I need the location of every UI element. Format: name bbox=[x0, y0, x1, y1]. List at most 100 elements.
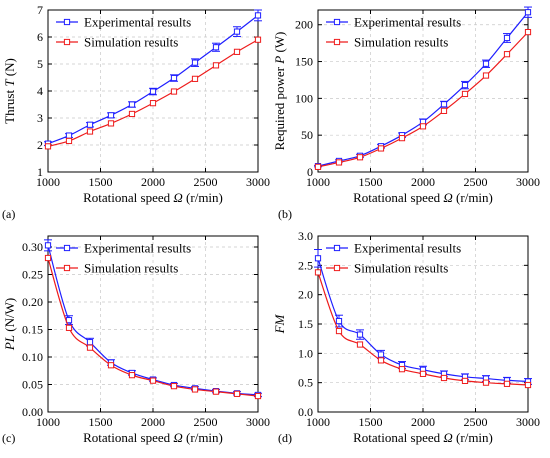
y-tick-label: 0.30 bbox=[22, 240, 43, 254]
data-point bbox=[461, 377, 469, 385]
x-tick-label: 1500 bbox=[359, 415, 383, 429]
data-point bbox=[86, 121, 94, 128]
x-tick-label: 1000 bbox=[306, 415, 330, 429]
legend-label: Simulation results bbox=[354, 35, 448, 50]
data-point bbox=[419, 123, 427, 130]
data-point bbox=[65, 137, 73, 145]
x-tick-label: 1000 bbox=[306, 175, 330, 189]
data-point bbox=[254, 392, 262, 400]
data-point bbox=[170, 88, 178, 95]
chart-panel-2: 1000 1500 2000 2500 3000 0.00 0.05 0.10 0.15 0.20… bbox=[2, 235, 270, 445]
data-point bbox=[482, 379, 490, 386]
x-tick-label: 1000 bbox=[36, 415, 60, 429]
data-point bbox=[128, 110, 136, 118]
y-tick-label: 7 bbox=[37, 3, 43, 17]
legend-marker bbox=[333, 38, 341, 46]
data-point bbox=[314, 163, 322, 170]
data-point bbox=[233, 48, 241, 55]
y-tick-label: 0.15 bbox=[22, 323, 43, 337]
data-point bbox=[356, 341, 364, 348]
data-point bbox=[86, 339, 94, 346]
x-tick-label: 1500 bbox=[89, 175, 113, 189]
data-point bbox=[254, 12, 262, 19]
y-tick-label: 0.20 bbox=[22, 295, 43, 309]
x-tick-label: 2000 bbox=[141, 415, 165, 429]
data-point bbox=[398, 366, 406, 373]
data-point bbox=[149, 377, 157, 384]
x-tick-label: 2500 bbox=[464, 415, 488, 429]
y-tick-label: 1.5 bbox=[298, 317, 313, 331]
data-point bbox=[107, 120, 115, 127]
data-point bbox=[191, 59, 199, 66]
data-point bbox=[44, 242, 52, 249]
chart-panel-1: 1000 1500 2000 2500 3000 0 50 100 150 200 Rotation… bbox=[272, 6, 540, 221]
x-tick-label: 2000 bbox=[411, 415, 435, 429]
legend-marker bbox=[63, 38, 71, 46]
data-point bbox=[398, 135, 406, 142]
x-tick-label: 3000 bbox=[246, 415, 270, 429]
y-tick-label: 0.00 bbox=[22, 405, 43, 419]
data-point bbox=[86, 128, 94, 135]
y-tick-label: 6 bbox=[37, 30, 43, 44]
legend-label: Simulation results bbox=[84, 35, 178, 50]
x-tick-label: 2000 bbox=[411, 175, 435, 189]
y-tick-label: 4 bbox=[37, 84, 43, 98]
data-point bbox=[314, 269, 322, 276]
data-point bbox=[524, 28, 532, 36]
data-point bbox=[461, 90, 469, 98]
y-axis-label: FM bbox=[272, 313, 287, 334]
data-point bbox=[149, 88, 157, 95]
data-point bbox=[524, 381, 532, 389]
data-point bbox=[377, 351, 385, 358]
x-tick-label: 1500 bbox=[89, 415, 113, 429]
data-point bbox=[419, 370, 427, 377]
data-point bbox=[335, 327, 343, 335]
legend-marker bbox=[63, 18, 71, 26]
y-tick-label: 2 bbox=[37, 138, 43, 152]
data-point bbox=[149, 100, 157, 107]
y-tick-label: 0.5 bbox=[298, 376, 313, 390]
data-point bbox=[212, 388, 220, 395]
y-tick-label: 3 bbox=[37, 111, 43, 125]
y-tick-label: 2.0 bbox=[298, 288, 313, 302]
x-tick-label: 2500 bbox=[194, 175, 218, 189]
data-point bbox=[191, 386, 199, 393]
legend-label: Simulation results bbox=[84, 261, 178, 276]
y-tick-label: 0 bbox=[307, 165, 313, 179]
data-point bbox=[86, 344, 94, 351]
y-tick-label: 150 bbox=[295, 55, 313, 69]
x-tick-label: 2500 bbox=[194, 415, 218, 429]
panel-label: (d) bbox=[278, 431, 292, 445]
data-point bbox=[65, 324, 73, 331]
data-point bbox=[233, 28, 241, 35]
x-tick-label: 1500 bbox=[359, 175, 383, 189]
x-tick-label: 3000 bbox=[516, 175, 540, 189]
panel-label: (a) bbox=[2, 207, 15, 221]
data-point bbox=[503, 34, 511, 42]
data-point bbox=[107, 112, 115, 119]
data-point bbox=[482, 72, 490, 79]
x-axis-label: Rotational speed Ω (r/min) bbox=[83, 430, 223, 445]
y-tick-label: 1.0 bbox=[298, 346, 313, 360]
data-point bbox=[170, 74, 178, 82]
data-point bbox=[524, 9, 532, 16]
x-tick-label: 1000 bbox=[36, 175, 60, 189]
y-tick-label: 1 bbox=[37, 165, 43, 179]
data-point bbox=[44, 254, 52, 262]
x-tick-label: 2500 bbox=[464, 175, 488, 189]
legend-marker bbox=[63, 264, 71, 272]
x-axis-label: Rotational speed Ω (r/min) bbox=[83, 190, 223, 205]
data-point bbox=[212, 62, 220, 69]
data-point bbox=[377, 357, 385, 364]
legend-marker bbox=[333, 244, 341, 252]
y-tick-label: 2.5 bbox=[298, 258, 313, 272]
legend-marker bbox=[333, 264, 341, 272]
data-point bbox=[233, 390, 241, 397]
data-point bbox=[335, 159, 343, 166]
x-tick-label: 3000 bbox=[516, 415, 540, 429]
data-point bbox=[356, 154, 364, 161]
data-point bbox=[170, 383, 178, 390]
x-axis-label: Rotational speed Ω (r/min) bbox=[353, 430, 493, 445]
y-tick-label: 0.0 bbox=[298, 405, 313, 419]
